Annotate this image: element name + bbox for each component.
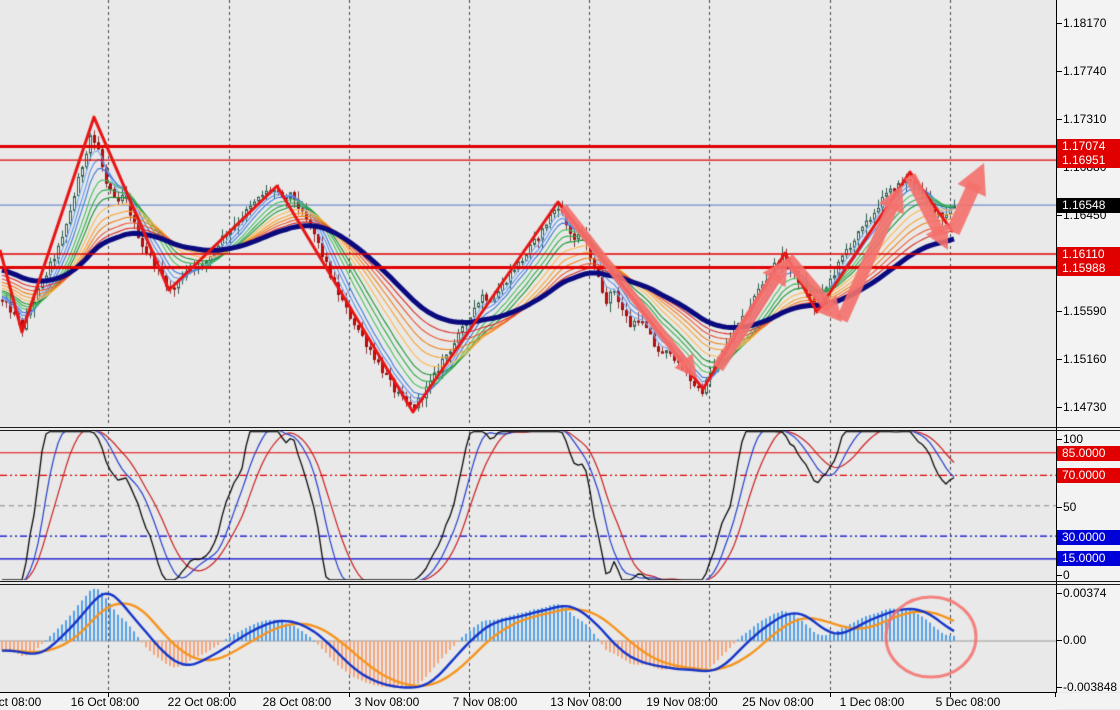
stoch-level-badge: 30.0000 bbox=[1057, 530, 1120, 545]
time-label: ct 08:00 bbox=[0, 695, 42, 709]
price-tick-label: 1.17310 bbox=[1056, 112, 1107, 126]
panel-splitter-top-b[interactable] bbox=[0, 430, 1120, 431]
price-axis[interactable]: 1.181701.177401.173101.168801.164501.155… bbox=[1056, 0, 1120, 694]
osc-tick-label: 0.00374 bbox=[1056, 586, 1107, 600]
time-label: 3 Nov 08:00 bbox=[354, 695, 420, 709]
price-level-badge: 1.15988 bbox=[1057, 261, 1120, 276]
stoch-tick-label: 100 bbox=[1056, 432, 1084, 446]
stoch-tick-label: 50 bbox=[1056, 500, 1077, 514]
stoch-level-badge: 85.0000 bbox=[1057, 446, 1120, 461]
time-tick-mark bbox=[349, 693, 350, 697]
price-chart-canvas[interactable] bbox=[0, 0, 1056, 692]
time-label: 28 Oct 08:00 bbox=[262, 695, 332, 709]
osc-tick-label: 0.00 bbox=[1056, 633, 1087, 647]
time-tick-mark bbox=[830, 693, 831, 697]
axis-corner bbox=[1057, 693, 1120, 709]
price-level-badge: 1.16110 bbox=[1057, 247, 1120, 262]
time-tick-mark bbox=[108, 693, 109, 697]
price-tick-label: 1.14730 bbox=[1056, 400, 1107, 414]
time-label: 1 Dec 08:00 bbox=[839, 695, 905, 709]
time-tick-mark bbox=[709, 693, 710, 697]
price-tick-label: 1.18170 bbox=[1056, 16, 1107, 30]
price-tick-label: 1.15160 bbox=[1056, 352, 1107, 366]
time-axis[interactable]: ct 08:00 16 Oct 08:00 22 Oct 08:00 28 Oct 0… bbox=[0, 692, 1057, 710]
time-tick-mark bbox=[1055, 693, 1056, 697]
price-tick-label: 1.15590 bbox=[1056, 304, 1107, 318]
time-label: 5 Dec 08:00 bbox=[935, 695, 1001, 709]
time-label: 7 Nov 08:00 bbox=[452, 695, 518, 709]
stoch-tick-label: 0 bbox=[1057, 568, 1070, 582]
time-tick-mark bbox=[589, 693, 590, 697]
time-tick-mark bbox=[469, 693, 470, 697]
time-label: 19 Nov 08:00 bbox=[646, 695, 718, 709]
time-label: 25 Nov 08:00 bbox=[742, 695, 814, 709]
price-level-badge: 1.16951 bbox=[1057, 153, 1120, 168]
time-label: 13 Nov 08:00 bbox=[550, 695, 622, 709]
bid-price-badge: 1.16548 bbox=[1057, 198, 1120, 213]
price-level-badge: 1.17074 bbox=[1057, 139, 1120, 154]
time-tick-mark bbox=[950, 693, 951, 697]
stoch-level-badge: 15.0000 bbox=[1057, 551, 1120, 566]
price-axis-border bbox=[1056, 0, 1057, 692]
time-label: 16 Oct 08:00 bbox=[70, 695, 140, 709]
panel-splitter-bottom-a[interactable] bbox=[0, 581, 1120, 582]
panel-splitter-top-a[interactable] bbox=[0, 427, 1120, 428]
time-tick-mark bbox=[229, 693, 230, 697]
panel-splitter-bottom-b[interactable] bbox=[0, 584, 1120, 585]
osc-tick-label: -0.003848 bbox=[1056, 680, 1118, 694]
price-tick-label: 1.17740 bbox=[1056, 64, 1107, 78]
stoch-level-badge: 70.0000 bbox=[1057, 468, 1120, 483]
time-label: 22 Oct 08:00 bbox=[167, 695, 237, 709]
